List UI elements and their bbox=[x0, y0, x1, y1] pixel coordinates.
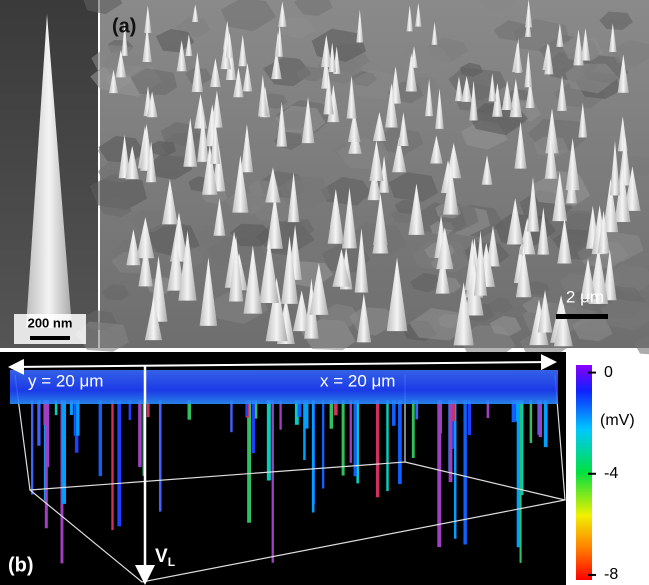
scale-text: 2 μm bbox=[566, 287, 604, 306]
colorbar-tick-label: -4 bbox=[604, 465, 618, 482]
axis-subscript: L bbox=[168, 555, 175, 569]
colorbar bbox=[576, 365, 592, 580]
scale-text: 200 nm bbox=[28, 315, 73, 330]
extent-label: x = 20 μm bbox=[320, 371, 395, 390]
scale-bar bbox=[30, 336, 70, 340]
axis-symbol: V bbox=[155, 546, 168, 567]
panel-label: (b) bbox=[8, 554, 34, 576]
scale-bar bbox=[556, 314, 608, 319]
colorbar-unit: (mV) bbox=[600, 412, 635, 429]
figure: (a) 200 nm 2 μm y = 20 μm x = 20 μm VL (… bbox=[0, 0, 649, 585]
extent-label: y = 20 μm bbox=[28, 371, 103, 390]
colorbar-tick-label: -8 bbox=[604, 566, 618, 583]
colorbar-tick-label: 0 bbox=[604, 364, 613, 381]
panel-label: (a) bbox=[112, 15, 136, 37]
